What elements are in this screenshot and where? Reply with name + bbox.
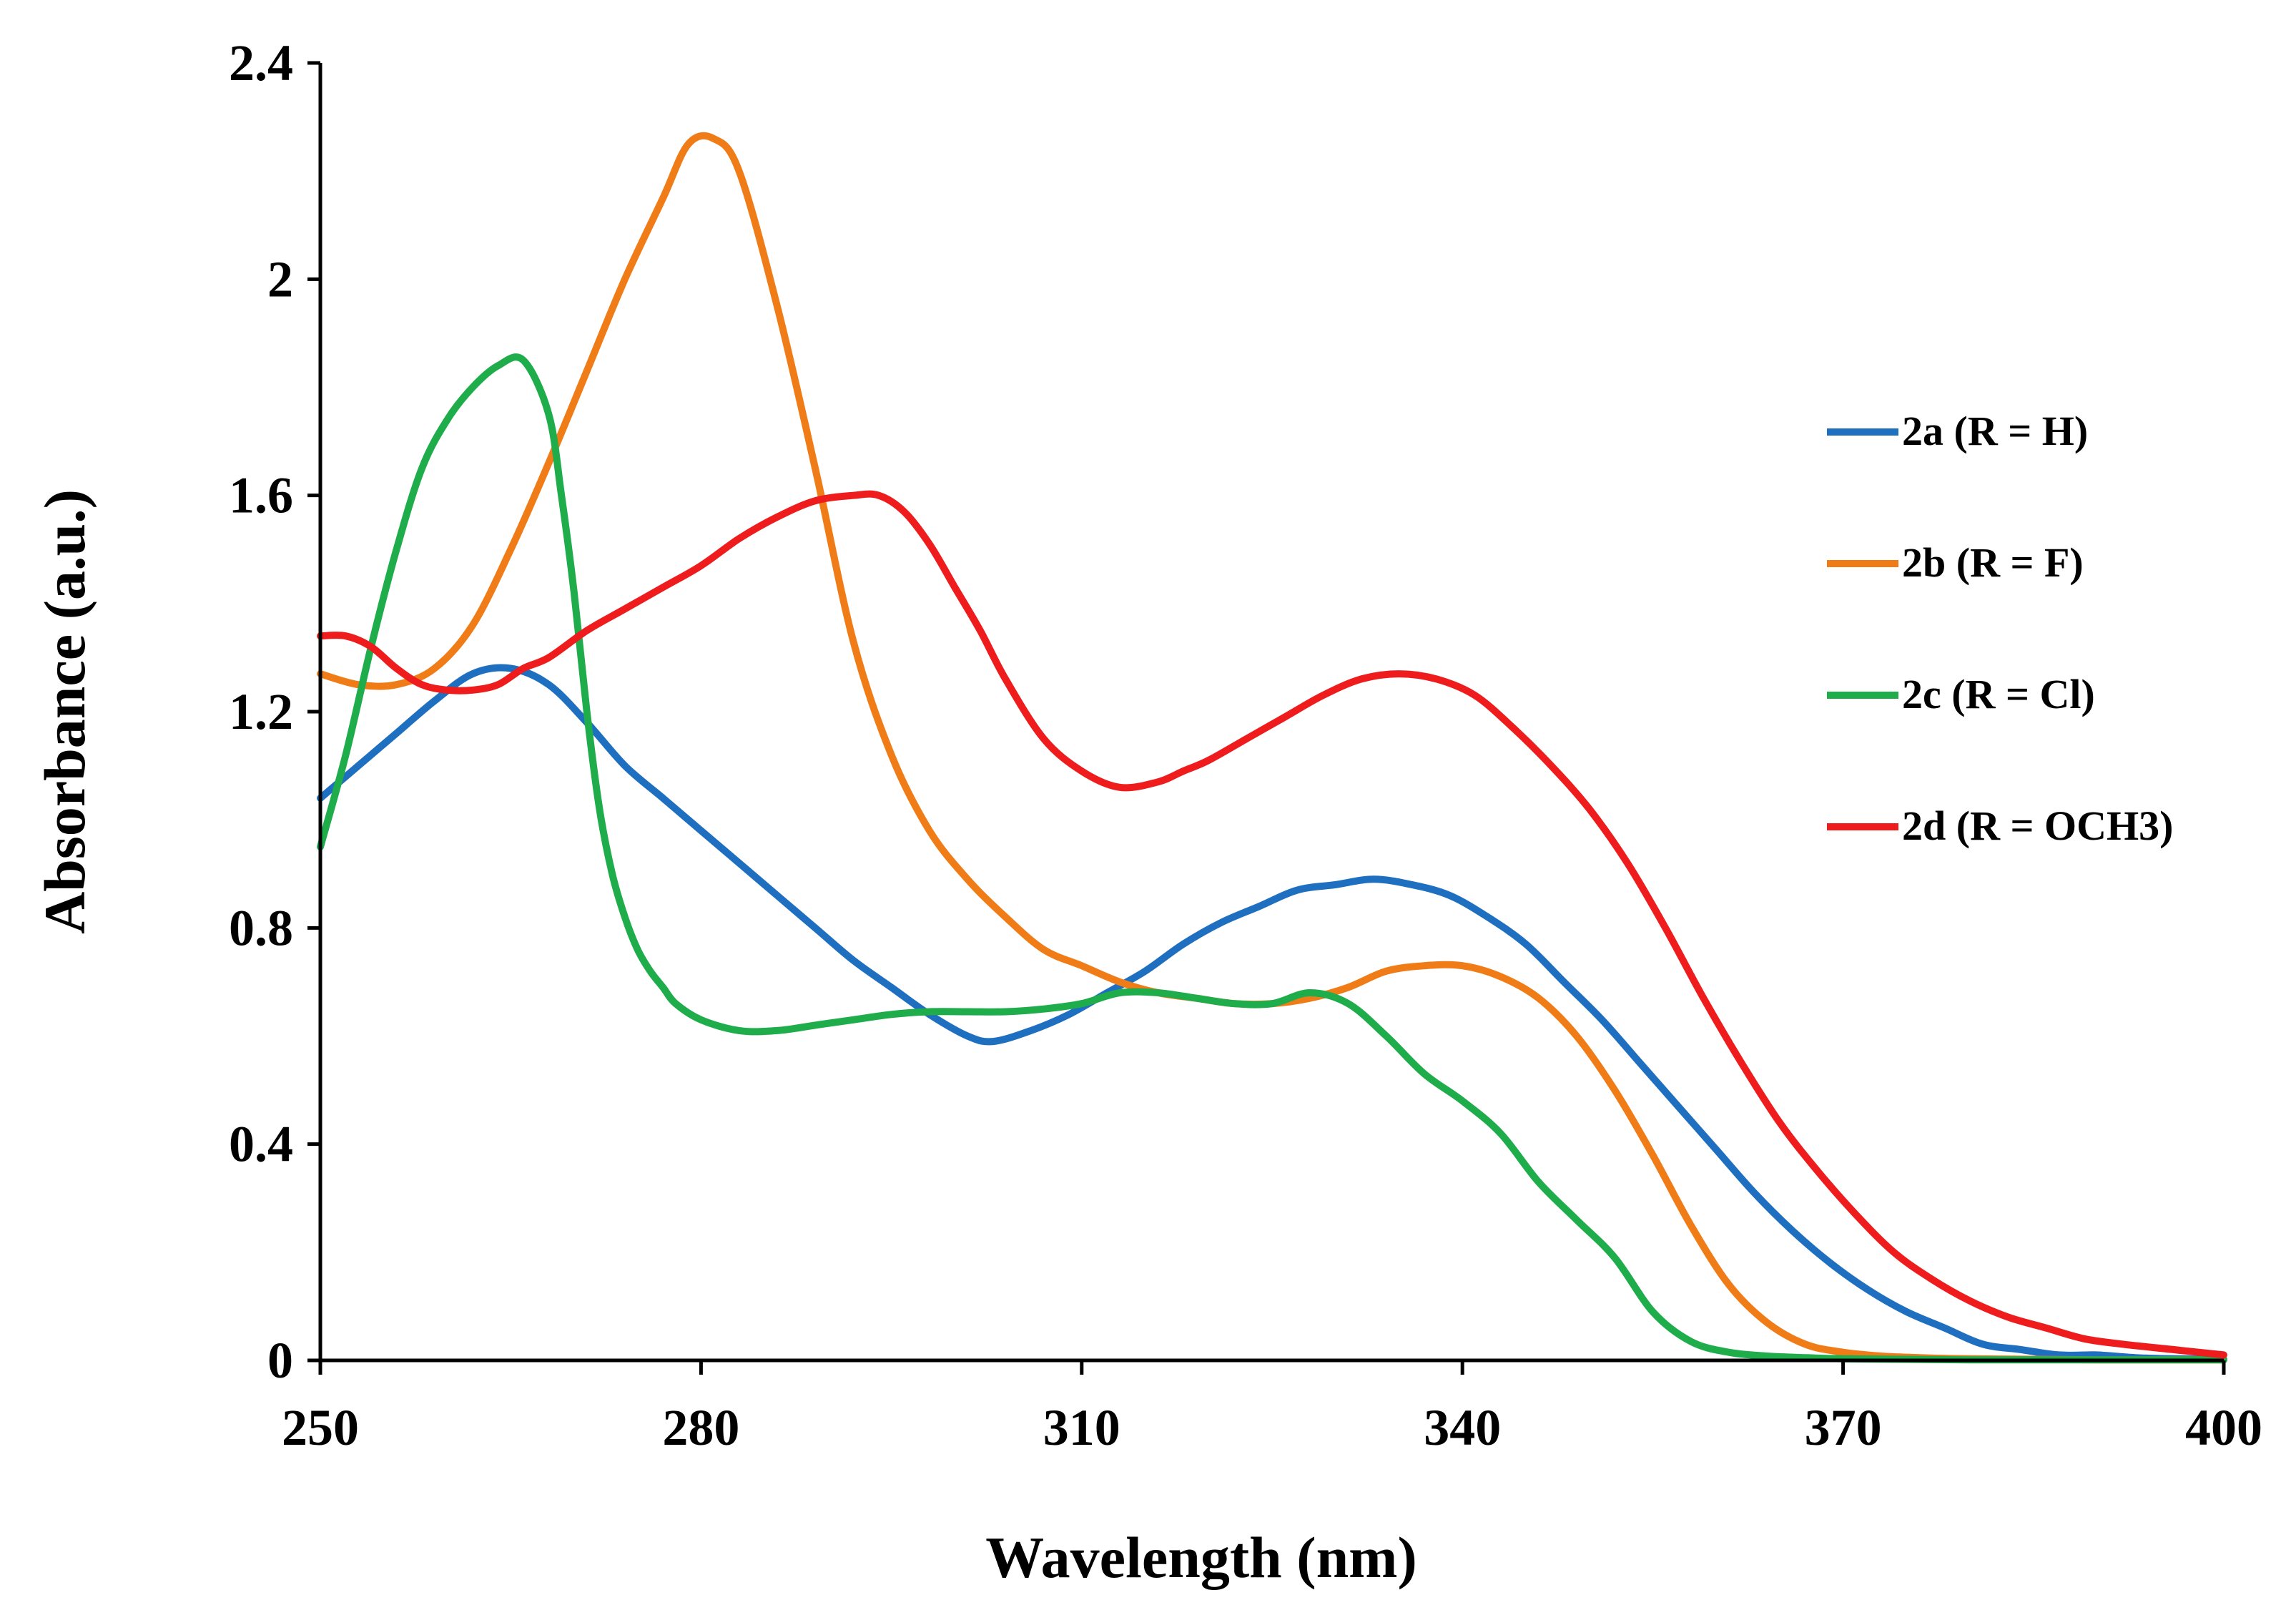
x-tick-label: 250 (282, 1399, 359, 1456)
x-tick-label: 400 (2185, 1399, 2262, 1456)
legend-label-2: 2b (R = F) (1902, 539, 2084, 586)
y-tick-label: 0 (267, 1332, 293, 1389)
y-tick-label: 2.4 (229, 34, 293, 92)
x-tick-label: 280 (662, 1399, 739, 1456)
legend-label-4: 2d (R = OCH3) (1902, 802, 2173, 849)
series-line-2 (317, 132, 2227, 1364)
x-tick-label: 310 (1043, 1399, 1120, 1456)
legend: 2a (R = H) 2b (R = F) 2c (R = Cl) 2d (R = O… (1827, 408, 2173, 849)
series-layer (317, 132, 2227, 1364)
series-line-4 (317, 490, 2227, 1359)
series-line-3 (317, 353, 2227, 1364)
x-axis-ticks: 250 280 310 340 370 400 (282, 1360, 2262, 1456)
y-tick-label: 0.4 (229, 1116, 293, 1173)
y-tick-label: 0.8 (229, 899, 293, 956)
y-tick-label: 1.2 (229, 683, 293, 740)
legend-label-1: 2a (R = H) (1902, 408, 2088, 454)
y-tick-label: 2 (267, 250, 293, 308)
series-line-1 (317, 664, 2227, 1363)
y-tick-label: 1.6 (229, 467, 293, 524)
y-axis-title: Absorbance (a.u.) (32, 489, 97, 934)
x-tick-label: 370 (1805, 1399, 1882, 1456)
legend-label-3: 2c (R = Cl) (1902, 671, 2095, 717)
x-axis-title: Wavelength (nm) (985, 1525, 1417, 1590)
y-axis-ticks: 0 0.4 0.8 1.2 1.6 2 2.4 (229, 34, 320, 1389)
x-tick-label: 340 (1424, 1399, 1501, 1456)
